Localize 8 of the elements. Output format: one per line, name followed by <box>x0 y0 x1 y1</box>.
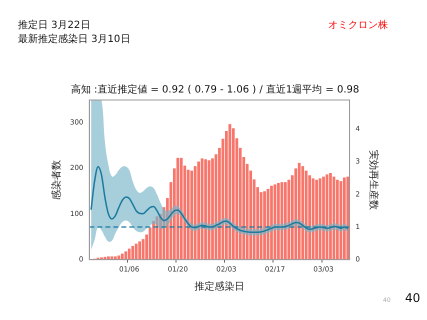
x-axis-title: 推定感染日 <box>194 280 244 293</box>
chart-title: 高知 :直近推定値 = 0.92 ( 0.79 - 1.06 ) / 直近1週平均 = 0.98 <box>70 84 360 96</box>
text: オミクロン株 <box>328 18 388 32</box>
text: 最新推定感染日 3月10日 <box>18 32 130 46</box>
text: 推定日 3月22日 <box>18 18 90 32</box>
text: 40 <box>405 291 420 305</box>
y-axis-title: 感染者数 <box>50 160 63 200</box>
y2-axis-title: 実効再生産数 <box>367 150 380 210</box>
